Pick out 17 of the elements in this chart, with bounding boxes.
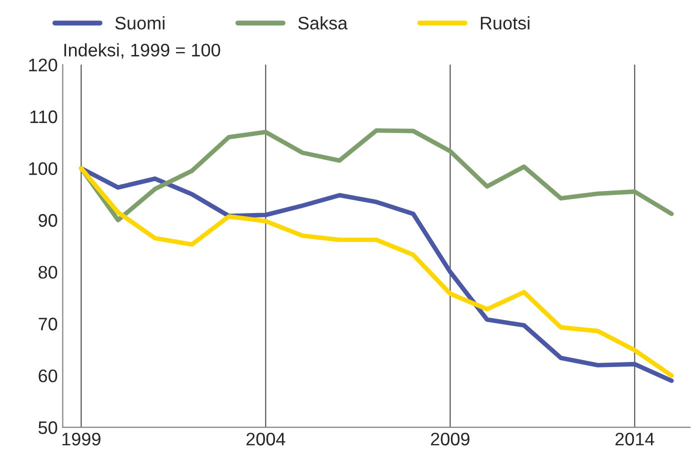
y-axis-title: Indeksi, 1999 = 100 — [64, 43, 220, 59]
y-tick-label: 120 — [29, 58, 58, 72]
x-tick-label: 2004 — [246, 432, 286, 446]
legend-label: Saksa — [298, 16, 348, 30]
x-tick-label: 1999 — [62, 432, 100, 446]
y-tick-label: 110 — [30, 110, 58, 124]
x-tick-label: 2009 — [431, 432, 470, 446]
legend-label: Suomi — [115, 16, 164, 30]
line-series — [78, 128, 674, 222]
y-tick-label: 50 — [38, 421, 58, 434]
y-tick-label: 70 — [38, 318, 58, 330]
y-tick-label: 60 — [38, 369, 58, 382]
x-tick-label: 2014 — [616, 432, 654, 446]
y-tick-label: 100 — [29, 162, 58, 176]
y-tick-label: 80 — [38, 266, 58, 279]
legend-label: Ruotsi — [480, 16, 530, 30]
y-tick-label: 90 — [38, 214, 58, 227]
